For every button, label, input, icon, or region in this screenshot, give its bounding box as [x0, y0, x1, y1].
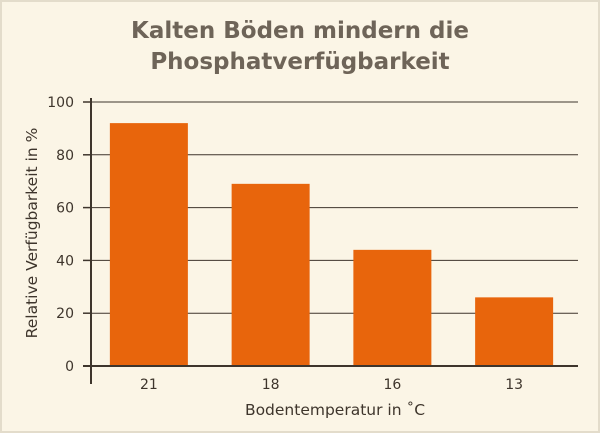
x-tick-label: 18 [262, 377, 280, 393]
x-tick-label: 21 [140, 377, 158, 393]
chart-title-line2: Phosphatverfügbarkeit [150, 49, 449, 75]
bar-16 [353, 249, 432, 366]
y-tick-label: 100 [47, 95, 74, 111]
bar-13 [475, 297, 554, 366]
y-tick-label: 80 [56, 148, 74, 164]
x-tick-labels: 21 18 16 13 [140, 377, 523, 393]
y-tick-label: 60 [56, 201, 74, 217]
x-tick-label: 16 [383, 377, 401, 393]
bar-18 [231, 183, 310, 366]
chart-title-line1: Kalten Böden mindern die [131, 18, 469, 44]
bar-21 [109, 123, 188, 367]
x-tick-label: 13 [505, 377, 523, 393]
y-tick-labels: 0 20 40 60 80 100 [47, 95, 91, 375]
y-axis-label: Relative Verfügbarkeit in % [23, 128, 41, 339]
x-axis-label: Bodentemperatur in ˚C [245, 401, 425, 419]
bars [109, 123, 554, 367]
y-tick-label: 0 [65, 359, 74, 375]
y-tick-label: 20 [56, 306, 74, 322]
y-tick-label: 40 [56, 253, 74, 269]
